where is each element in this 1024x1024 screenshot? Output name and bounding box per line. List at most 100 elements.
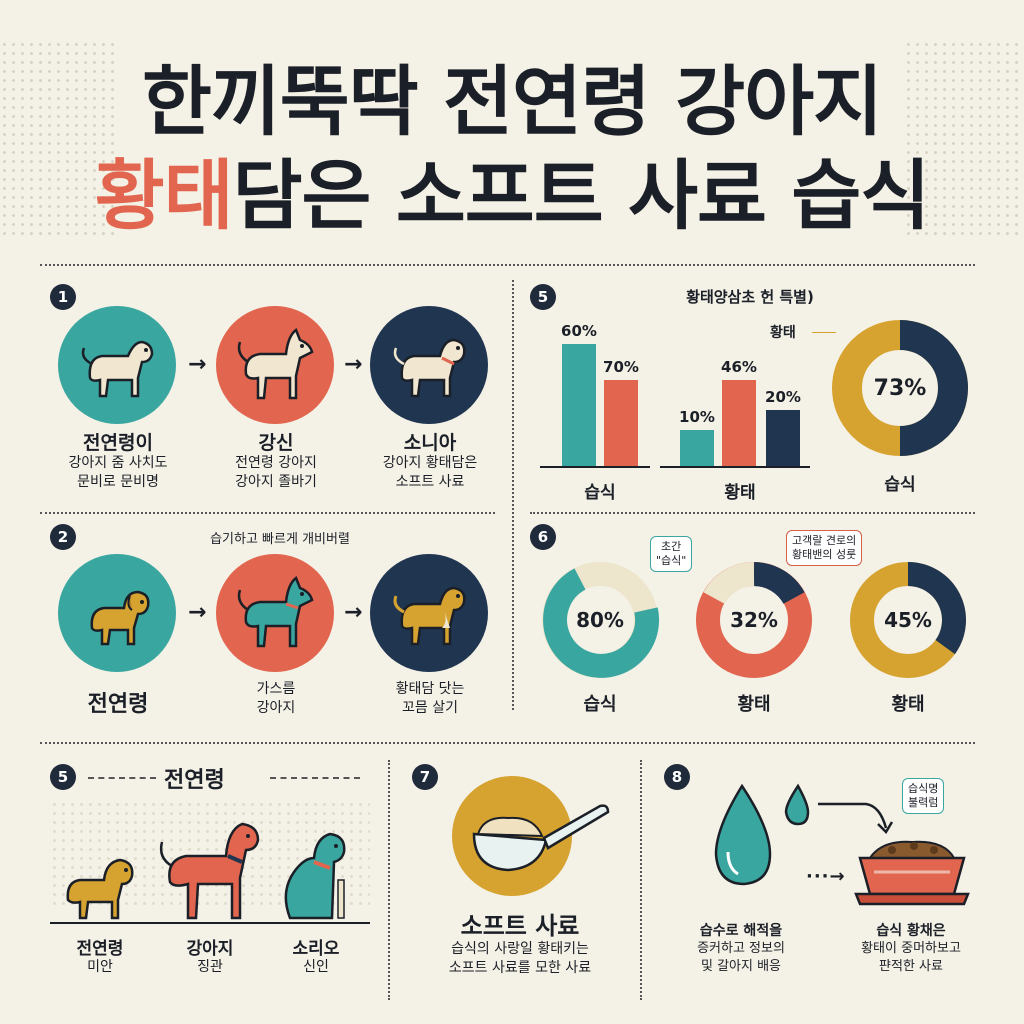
bar	[562, 344, 596, 466]
bar	[722, 380, 756, 466]
dog-icon	[81, 340, 154, 398]
title-accent: 황태	[94, 151, 234, 240]
age-title: 전연령	[76, 939, 124, 959]
age-title: 강아지	[186, 939, 234, 959]
bar	[680, 430, 714, 466]
section-badge: 1	[50, 284, 76, 310]
donut-caption: 황태	[737, 694, 771, 715]
bar-value-label: 60%	[561, 322, 597, 340]
donut-caption: 습식	[884, 475, 916, 495]
bar-value-label: 70%	[603, 358, 639, 376]
donut-value: 80%	[576, 608, 624, 632]
section-badge: 8	[664, 764, 690, 790]
bar-value-label: 20%	[765, 388, 801, 406]
decorative-dots	[0, 40, 120, 240]
arrow-icon: →	[188, 600, 207, 625]
food-bowl-icon	[854, 840, 970, 906]
stage-title: 전연령	[87, 692, 149, 717]
dog-icon	[393, 586, 466, 646]
section-title: 소프트 사료	[460, 912, 580, 940]
dog-icon	[393, 338, 466, 398]
donut-chart	[696, 562, 812, 678]
stage-circle	[58, 554, 176, 672]
stage-circle	[216, 306, 334, 424]
section-desc: 습수로 해적을 증커하고 정보의 및 갈아지 배응	[697, 923, 785, 974]
divider	[40, 264, 975, 266]
section-desc: 습식의 사랑일 황태키는 소프트 사료를 모한 사료	[448, 941, 592, 976]
category-label: 황태	[724, 483, 756, 503]
donut-value: 73%	[873, 376, 927, 401]
section-badge: 5	[50, 764, 76, 790]
bar-value-label: 10%	[679, 408, 715, 426]
bar-value-label: 46%	[721, 358, 757, 376]
callout-line	[812, 332, 836, 333]
dog-icon	[159, 822, 260, 920]
dog-icon	[237, 328, 314, 400]
age-desc: 징관	[197, 959, 223, 975]
category-label: 습식	[584, 483, 616, 503]
arrow-icon: →	[344, 600, 363, 625]
dog-icon	[237, 576, 314, 648]
x-axis	[540, 466, 650, 468]
stage-circle	[370, 306, 488, 424]
callout-label: 황태	[770, 325, 796, 341]
title-rest: 담은 소프트 사료 습식	[232, 151, 931, 240]
stage-title: 강신	[258, 432, 294, 454]
puppy-icon	[90, 590, 150, 646]
section-subtitle: 습기하고 빠르게 개비버렬	[210, 532, 350, 547]
speech-bubble: 고객랄 견로의 황태밴의 성룻	[786, 530, 863, 566]
divider	[512, 280, 514, 710]
title-rule	[88, 777, 156, 779]
arrow-icon: →	[344, 352, 363, 377]
section-badge: 7	[412, 764, 438, 790]
donut-chart	[850, 562, 966, 678]
age-title: 소리오	[292, 939, 340, 959]
section-desc: 습식 황채은 황태이 중머하보고 퍈적한 사료	[861, 923, 961, 974]
donut-caption: 황태	[891, 694, 925, 715]
donut-chart	[832, 320, 968, 456]
divider	[40, 512, 495, 514]
stage-desc: 강아지 황태담은 소프트 사료	[382, 455, 478, 490]
scoop-icon	[472, 804, 610, 872]
section-badge: 2	[50, 524, 76, 550]
stage-desc: 강아지 줌 사치도 문비로 문비명	[68, 455, 168, 490]
arrow-icon: →	[188, 352, 207, 377]
section-badge: 5	[530, 284, 556, 310]
page-title-line2: 황태담은 소프트 사료 습식	[0, 152, 1024, 240]
donut-value: 45%	[884, 608, 932, 632]
water-drop-icon	[714, 783, 810, 886]
divider	[530, 512, 975, 514]
stage-circle	[58, 306, 176, 424]
age-desc: 미안	[87, 959, 113, 975]
dotted-arrow: ···→	[806, 866, 846, 887]
stage-desc: 전연령 강아지 강아지 졸바기	[235, 455, 317, 490]
section-badge: 6	[530, 524, 556, 550]
age-desc: 신인	[303, 959, 329, 975]
dog-icon	[284, 832, 346, 920]
stage-desc: 가스름 강아지	[256, 681, 296, 716]
stage-desc: 황태담 닷는 꼬믐 살기	[395, 681, 465, 716]
bar	[604, 380, 638, 466]
x-axis	[660, 466, 810, 468]
puppy-icon	[66, 858, 134, 920]
arrow-icon	[818, 802, 894, 835]
divider	[640, 760, 642, 1000]
section-title: 전연령	[164, 768, 225, 793]
stage-title: 전연령이	[83, 432, 153, 454]
bar	[766, 410, 800, 466]
title-rule	[270, 777, 360, 779]
donut-caption: 습식	[583, 694, 617, 715]
divider	[40, 742, 975, 744]
donut-value: 32%	[730, 608, 778, 632]
speech-bubble: 초간 "습식"	[650, 536, 693, 572]
stage-circle	[370, 554, 488, 672]
stage-circle	[216, 554, 334, 672]
divider	[388, 760, 390, 1000]
ground-line	[50, 922, 370, 924]
decorative-dots	[904, 40, 1024, 240]
page-title-line1: 한끼뚝딱 전연령 강아지	[141, 57, 883, 146]
donut-chart	[542, 562, 660, 678]
speech-bubble: 습식명 불력럼	[902, 778, 945, 814]
stage-title: 소니아	[403, 432, 457, 454]
section-title: 황태양삼초 헌 특별)	[686, 288, 814, 306]
